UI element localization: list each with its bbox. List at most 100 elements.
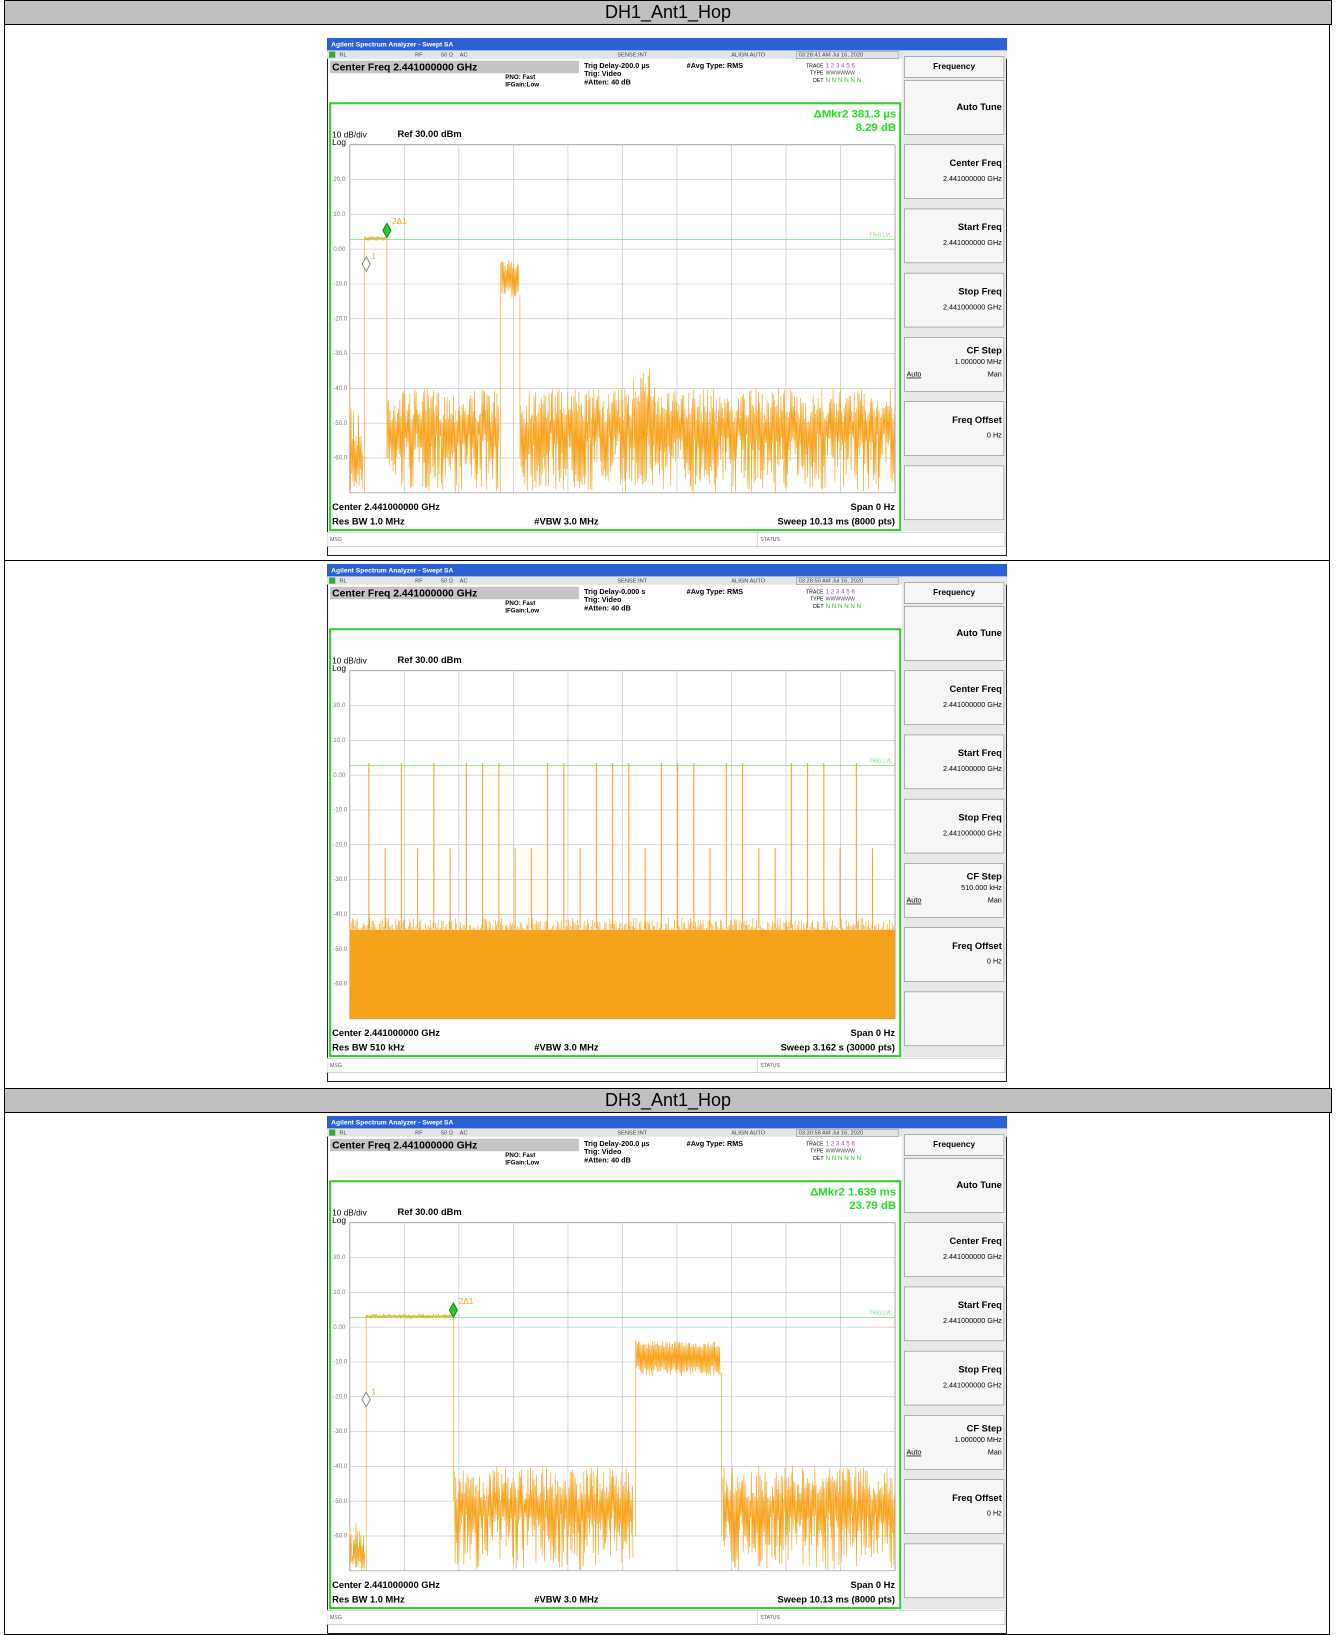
softkey [904,402,1004,456]
softkey [904,992,1004,1046]
softkey-label: Auto Tune [956,628,1001,638]
softkey-value: 2.441000000 GHz [943,1252,1002,1261]
softkey-value: 2.441000000 GHz [943,238,1002,247]
window-title: Agilent Spectrum Analyzer - Swept SA [331,1120,453,1127]
center-freq: Center Freq 2.441000000 GHz [332,1140,477,1151]
det-label: DET [813,78,824,84]
vbw-label: #VBW 3.0 MHz [534,1042,599,1052]
atten: #Atten: 40 dB [584,1155,631,1164]
softkey [904,1223,1004,1277]
pno: PNO: Fast [505,74,535,81]
softkey-value: 2.441000000 GHz [943,764,1002,773]
softkey-man: Man [988,370,1002,379]
message-bar [327,1058,1005,1073]
y-axis-label: 0.00 [333,1324,346,1331]
softkey-value: 2.441000000 GHz [943,700,1002,709]
menu-title: Frequency [933,61,975,71]
softkey [904,1287,1004,1341]
status-icon [329,577,335,583]
softkey-value: 1.000000 MHz [955,1435,1003,1444]
span-label: Span 0 Hz [851,502,896,512]
status-item: 03:28:50 AM Jul 16, 2020 [799,579,864,585]
center-label: Center 2.441000000 GHz [332,1028,440,1038]
avg-type: #Avg Type: RMS [687,61,744,70]
status-label: STATUS [760,1615,780,1621]
softkey [904,671,1004,725]
y-axis-label: -60.0 [333,1533,348,1540]
status-item: AC [460,53,468,59]
center-label: Center 2.441000000 GHz [332,1580,440,1590]
res-bw-label: Res BW 1.0 MHz [332,1594,405,1604]
analyzer-screenshot: Agilent Spectrum Analyzer - Swept SA RL RF… [327,564,1007,1082]
softkey-label: Freq Offset [952,941,1002,951]
marker-label: 2Δ1 [459,1296,474,1306]
y-axis-label: -10.0 [333,807,348,814]
status-item: RL [339,579,346,585]
section-header: DH3_Ant1_Hop [4,1088,1332,1113]
status-item: RF [415,579,423,585]
softkey-label: Center Freq [950,1236,1003,1246]
msg-label: MSG [330,1615,342,1621]
log-label: Log [332,137,346,147]
status-label: STATUS [760,537,780,543]
y-axis-label: 10.0 [333,1289,346,1296]
status-item: 03:28:41 AM Jul 16, 2020 [799,53,864,59]
softkey [904,1544,1004,1598]
status-item: RL [339,1131,346,1137]
status-icon [329,51,335,57]
y-axis-label: -20.0 [333,841,348,848]
softkey-value: 2.441000000 GHz [943,302,1002,311]
trace-type: WWWWWW [826,597,855,603]
status-item: ALIGN AUTO [731,53,766,59]
y-axis-label: -40.0 [333,911,348,918]
softkey-label: Auto Tune [956,102,1001,112]
display-frame [330,1181,900,1608]
y-axis-label: -40.0 [333,385,348,392]
ifgain: IFGain:Low [505,607,539,614]
y-axis-label: 10.0 [333,737,346,744]
y-axis-label: -30.0 [333,350,348,357]
msg-label: MSG [330,1063,342,1069]
pno: PNO: Fast [505,1152,535,1159]
atten: #Atten: 40 dB [584,77,631,86]
atten: #Atten: 40 dB [584,603,631,612]
status-item: ALIGN AUTO [731,579,766,585]
softkey-label: Start Freq [958,1300,1002,1310]
softkey-man: Man [988,1448,1002,1457]
softkey-value: 1.000000 MHz [955,357,1003,366]
softkey [904,209,1004,263]
section-header: DH1_Ant1_Hop [4,0,1332,25]
y-axis-label: -60.0 [333,981,348,988]
message-bar [327,1610,1005,1625]
softkey-value: 2.441000000 GHz [943,174,1002,183]
marker-readout: 8.29 dB [856,122,896,134]
marker-label: 1 [371,251,376,261]
sweep-label: Sweep 10.13 ms (8000 pts) [777,1594,895,1604]
softkey [904,1480,1004,1534]
softkey-label: Center Freq [950,158,1003,168]
softkey [904,735,1004,789]
trace-label: TRACE [806,589,824,595]
trace: 1 2 3 4 5 6 [826,1141,856,1148]
softkey-label: Freq Offset [952,1493,1002,1503]
softkey [904,466,1004,520]
y-axis-label: -20.0 [333,1393,348,1400]
softkey-label: Start Freq [958,748,1002,758]
softkey-auto: Auto [906,896,921,905]
status-item: SENSE:INT [617,53,648,59]
status-item: RF [415,53,423,59]
y-axis-label: 20.0 [333,176,346,183]
y-axis-label: -40.0 [333,1463,348,1470]
trigger-level-label: TRIG LVL [869,1311,892,1317]
y-axis-label: 0.00 [333,246,346,253]
status-item: 03:30:58 AM Jul 16, 2020 [799,1131,864,1137]
status-item: SENSE:INT [617,1131,648,1137]
analyzer-screenshot: Agilent Spectrum Analyzer - Swept SARLRF… [327,1116,1007,1634]
vbw-label: #VBW 3.0 MHz [534,1594,599,1604]
avg-type: #Avg Type: RMS [687,587,744,596]
status-item: AC [460,1131,468,1137]
window-title: Agilent Spectrum Analyzer - Swept SA [331,568,453,575]
status-item: ALIGN AUTO [731,1131,766,1137]
softkey-label: CF Step [967,345,1003,355]
marker-readout: 23.79 dB [849,1200,896,1212]
